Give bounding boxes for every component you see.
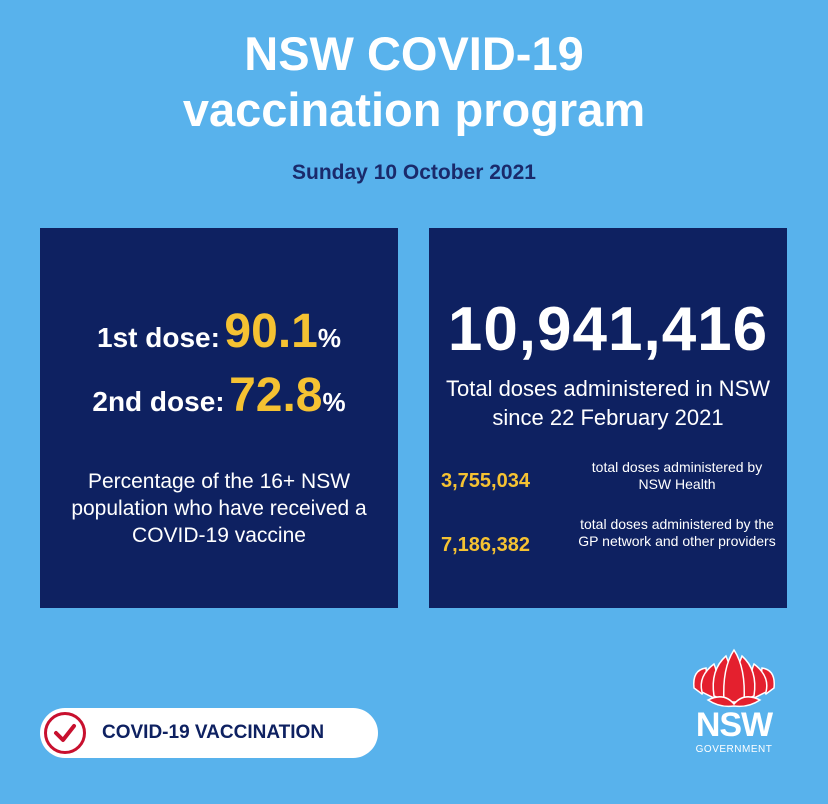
covid-vaccination-badge: COVID-19 VACCINATION: [40, 708, 378, 758]
second-dose-value: 72.8: [229, 369, 323, 422]
dose-description: Percentage of the 16+ NSW population who…: [71, 470, 367, 547]
check-circle-icon: [44, 712, 86, 754]
gp-network-doses-value: 7,186,382: [441, 534, 530, 556]
second-dose-label: 2nd dose:: [92, 386, 225, 417]
waratah-flower-icon: [693, 648, 775, 708]
first-dose-label: 1st dose:: [97, 322, 220, 353]
second-dose-unit: %: [322, 387, 346, 417]
second-dose-stat: 2nd dose: 72.8%: [40, 368, 398, 423]
first-dose-unit: %: [317, 323, 341, 353]
nsw-health-doses-description: total doses administered by NSW Health: [591, 459, 763, 492]
first-dose-stat: 1st dose: 90.1%: [40, 304, 398, 359]
report-date: Sunday 10 October 2021: [292, 161, 536, 184]
gp-network-doses-description: total doses administered by the GP netwo…: [578, 516, 776, 549]
page-title: NSW COVID-19 vaccination program: [0, 26, 828, 138]
title-line-2: vaccination program: [182, 83, 646, 136]
nsw-government-logo: NSW GOVERNMENT: [684, 648, 784, 760]
first-dose-value: 90.1: [224, 305, 318, 358]
nsw-health-doses-value: 3,755,034: [441, 470, 530, 492]
dose-percentage-panel: 1st dose: 90.1% 2nd dose: 72.8% Percenta…: [40, 228, 398, 608]
government-subtitle: GOVERNMENT: [695, 744, 773, 755]
nsw-wordmark: NSW: [695, 706, 773, 744]
badge-label: COVID-19 VACCINATION: [102, 722, 325, 743]
total-doses-value: 10,941,416: [447, 295, 769, 364]
total-doses-panel: 10,941,416 Total doses administered in N…: [429, 228, 787, 608]
title-line-1: NSW COVID-19: [244, 27, 584, 80]
total-doses-description: Total doses administered in NSW since 22…: [445, 376, 771, 430]
